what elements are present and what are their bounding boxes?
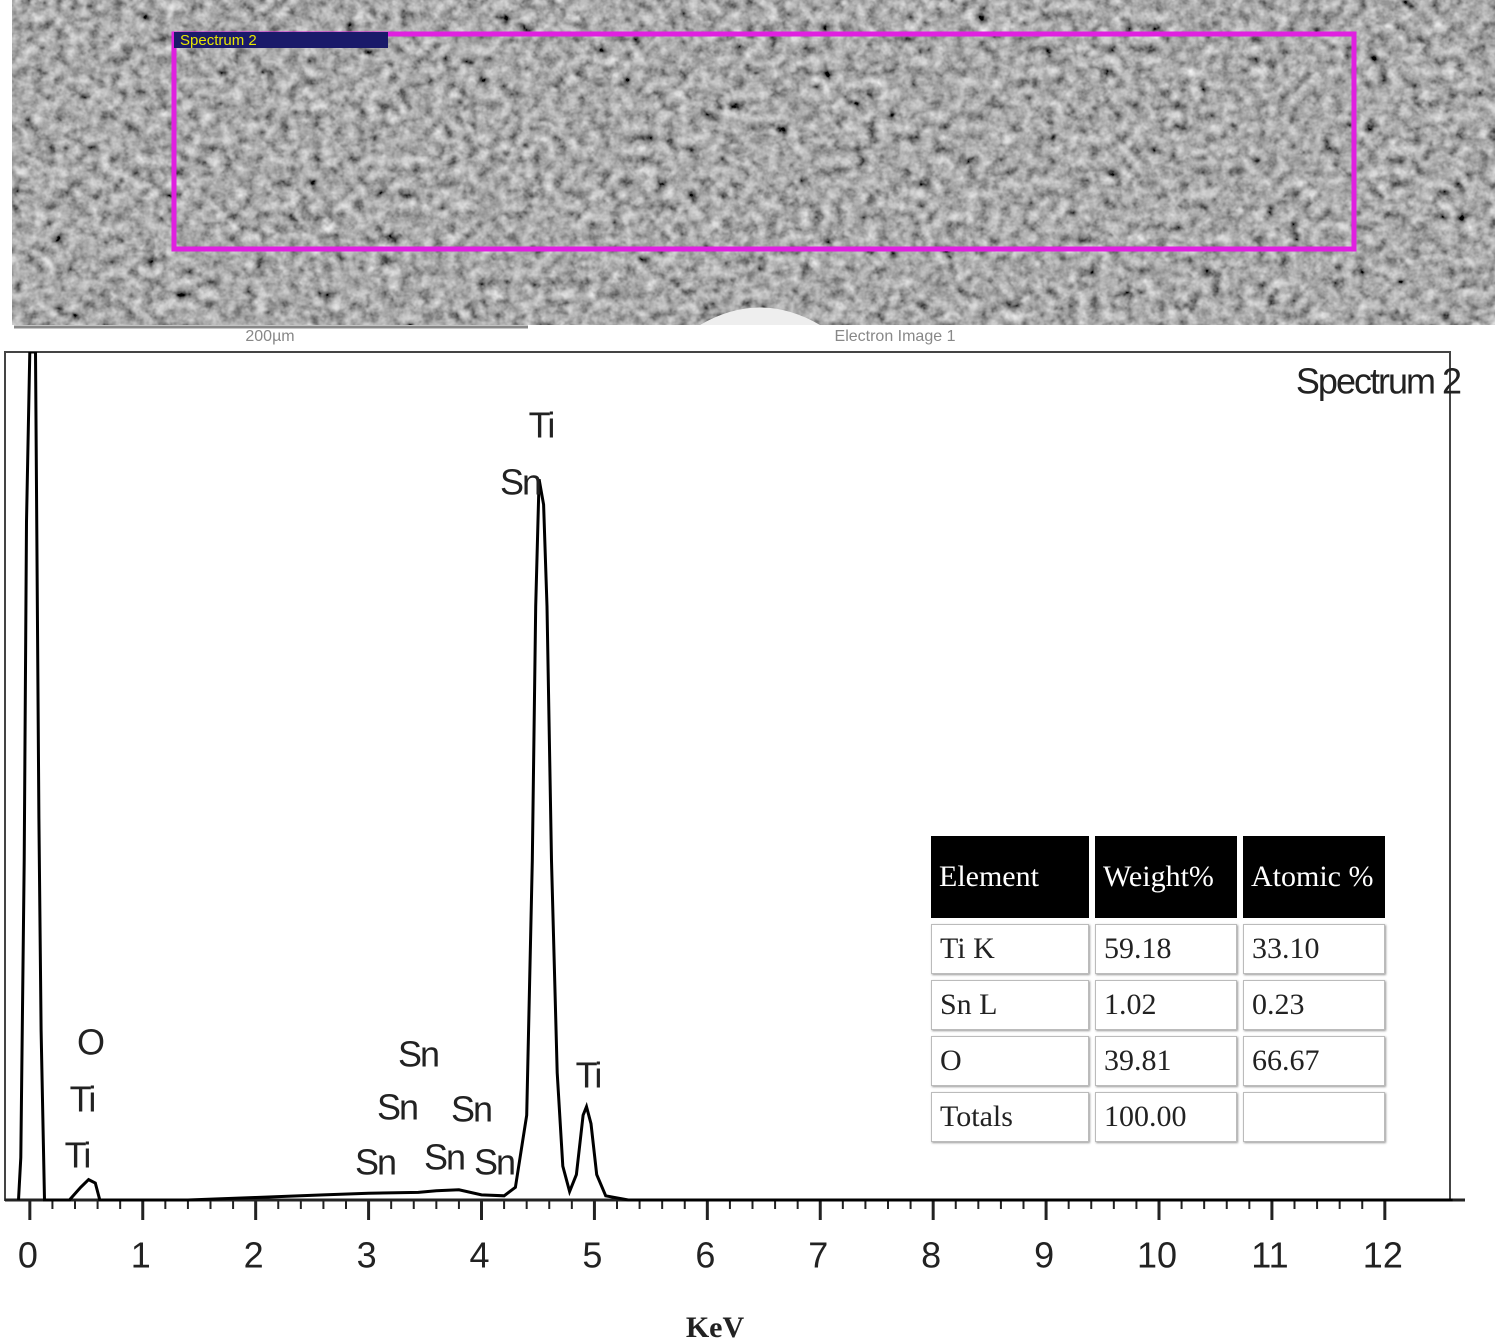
region-box [171,31,1357,252]
spectrum-line [17,352,1453,1202]
peak-label: Sn [451,1089,491,1130]
x-tick-label: 8 [921,1235,941,1276]
x-tick-label: 5 [582,1235,602,1276]
x-tick-label: 1 [131,1235,151,1276]
composition-table: Element Weight% Atomic % Ti K 59.18 33.10 Sn L… [925,830,1391,1148]
table-cell: 39.81 [1095,1036,1237,1086]
image-caption: Electron Image 1 [835,328,956,345]
x-tick-label: 9 [1034,1235,1054,1276]
peak-label: Sn [355,1142,395,1183]
x-tick-label: 7 [808,1235,828,1276]
x-tick-label: 10 [1137,1235,1177,1276]
sem-texture [12,0,1495,325]
x-tick-label: 3 [357,1235,377,1276]
scale-label: 200µm [245,328,294,345]
x-tick-label: 12 [1363,1235,1403,1276]
peak-label: Sn [424,1137,464,1178]
table-row: Sn L 1.02 0.23 [931,980,1385,1030]
table-row: Ti K 59.18 33.10 [931,924,1385,974]
chart-title: Spectrum 2 [1296,361,1461,402]
table-cell: 66.67 [1243,1036,1385,1086]
table-row: O 39.81 66.67 [931,1036,1385,1086]
table-header: Element [931,836,1089,918]
peak-label: Ti [65,1135,90,1176]
table-cell [1243,1092,1385,1142]
table-cell: Ti K [931,924,1089,974]
table-cell: Sn L [931,980,1089,1030]
table-cell: 100.00 [1095,1092,1237,1142]
peak-label: Ti [529,405,554,446]
table-cell: 59.18 [1095,924,1237,974]
x-axis-label: KeV [686,1311,745,1344]
peak-label: Ti [70,1079,95,1120]
x-tick-label: 2 [244,1235,264,1276]
table-cell: 0.23 [1243,980,1385,1030]
x-tick-label: 6 [695,1235,715,1276]
table-header: Weight% [1095,836,1237,918]
peak-label: Sn [474,1142,514,1183]
sem-bright-spot [700,307,820,325]
table-cell: Totals [931,1092,1089,1142]
peak-label: Sn [377,1087,417,1128]
region-label: Spectrum 2 [180,32,257,49]
peak-label: Sn [398,1034,438,1075]
table-row: Totals 100.00 [931,1092,1385,1142]
x-tick-label: 4 [469,1235,489,1276]
table-cell: O [931,1036,1089,1086]
peak-label: Sn [500,462,540,503]
peak-label: O [77,1022,104,1063]
x-tick-label: 0 [18,1235,38,1276]
x-tick-label: 11 [1251,1235,1288,1276]
table-cell: 1.02 [1095,980,1237,1030]
peak-label: Ti [576,1055,601,1096]
table-header-row: Element Weight% Atomic % [931,836,1385,918]
table-cell: 33.10 [1243,924,1385,974]
table-header: Atomic % [1243,836,1385,918]
region-label-bg [174,32,388,48]
